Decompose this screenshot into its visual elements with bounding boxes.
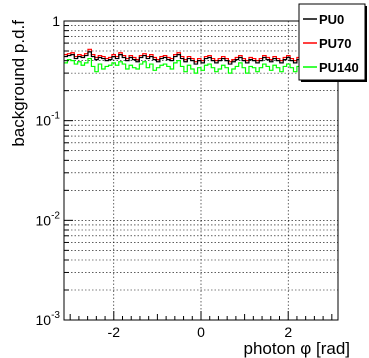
legend: PU0 PU70 PU140 (298, 3, 367, 82)
series-pu0-line (64, 51, 338, 65)
grid (64, 21, 338, 321)
legend-box (298, 3, 366, 81)
y-tick-label: 10-3 (36, 310, 61, 328)
x-tick-label: -2 (108, 324, 121, 340)
y-tick-label: 10-1 (36, 111, 61, 129)
series-pu140-line (64, 57, 338, 74)
legend-label-pu0: PU0 (319, 12, 344, 27)
y-tick-label: 10-2 (36, 210, 61, 228)
legend-label-pu70: PU70 (319, 36, 352, 51)
y-axis-title: background p.d.f (9, 20, 28, 147)
axis-ticks (64, 20, 333, 321)
y-tick-labels: 1 10-1 10-2 10-3 (36, 13, 61, 328)
y-tick-label: 1 (52, 13, 60, 29)
x-tick-label: 0 (197, 324, 205, 340)
x-tick-labels: -2 0 2 (108, 324, 293, 340)
series-pu70-line (64, 48, 338, 63)
x-axis-title: photon φ [rad] (244, 339, 350, 358)
x-tick-label: 2 (284, 324, 292, 340)
legend-label-pu140: PU140 (319, 60, 359, 75)
series-group (64, 48, 338, 74)
